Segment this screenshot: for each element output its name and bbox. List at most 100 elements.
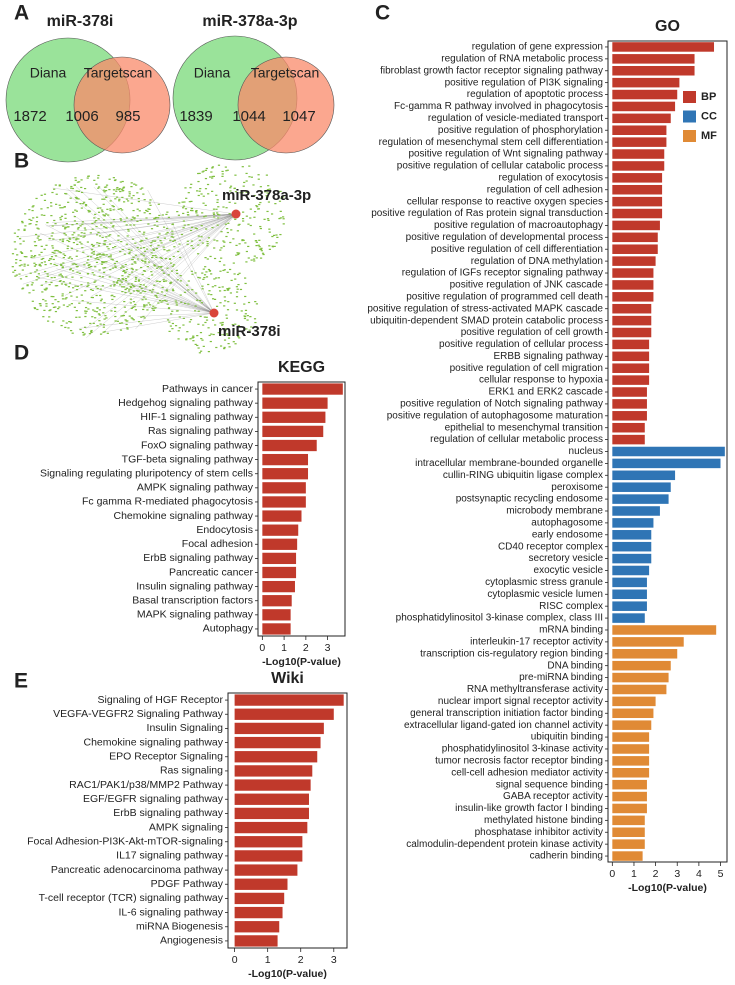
target-gene [89, 322, 92, 325]
target-gene [131, 271, 134, 273]
target-gene [176, 211, 179, 213]
target-gene [205, 271, 208, 273]
bar [612, 744, 650, 754]
target-gene [76, 243, 79, 246]
legend-label: MF [701, 130, 717, 142]
target-gene [150, 228, 154, 230]
target-gene [131, 306, 135, 308]
target-gene [160, 257, 163, 259]
target-gene [223, 264, 226, 266]
target-gene [28, 218, 31, 221]
target-gene [236, 230, 239, 232]
target-gene [99, 333, 103, 335]
target-gene [218, 286, 221, 288]
target-gene [234, 218, 237, 221]
target-gene [203, 274, 207, 276]
target-gene [252, 184, 255, 186]
target-gene [70, 258, 73, 260]
target-gene [133, 224, 136, 226]
target-gene [34, 244, 38, 247]
target-gene [245, 328, 248, 330]
target-gene [53, 188, 56, 190]
target-gene [200, 225, 203, 227]
target-gene [132, 319, 135, 321]
target-gene [249, 224, 252, 227]
target-gene [91, 272, 94, 274]
target-gene [104, 240, 107, 242]
target-gene [45, 244, 48, 246]
target-gene [73, 263, 76, 265]
target-gene [35, 224, 38, 226]
target-gene [221, 321, 224, 324]
target-gene [207, 237, 211, 239]
target-gene [130, 283, 133, 285]
target-gene [207, 293, 210, 295]
target-gene [279, 217, 282, 219]
target-gene [242, 220, 245, 222]
target-gene [98, 320, 101, 322]
target-gene [143, 305, 146, 307]
target-gene [214, 324, 217, 326]
target-gene [160, 301, 163, 303]
target-gene [70, 303, 73, 305]
category-label: autophagosome [531, 518, 603, 529]
target-gene [13, 232, 16, 234]
target-gene [173, 239, 176, 242]
target-gene [108, 188, 111, 191]
target-gene [97, 187, 100, 189]
target-gene [116, 282, 119, 284]
target-gene [112, 189, 116, 191]
target-gene [43, 193, 47, 195]
target-gene [18, 238, 22, 240]
target-gene [179, 280, 182, 282]
target-gene [156, 220, 159, 222]
target-gene [109, 254, 113, 256]
x-tick-label: 1 [631, 868, 637, 880]
target-gene [129, 286, 133, 289]
target-gene [166, 319, 170, 321]
category-label: GABA receptor activity [503, 791, 603, 802]
target-gene [174, 325, 178, 327]
panel-label: B [14, 150, 29, 173]
target-gene [157, 217, 160, 219]
target-gene [256, 197, 259, 200]
target-gene [212, 333, 215, 336]
bar [262, 580, 295, 593]
target-gene [19, 259, 22, 262]
target-gene [68, 238, 72, 240]
venn-count: 985 [115, 108, 140, 125]
target-gene [88, 266, 91, 268]
target-gene [102, 219, 106, 221]
target-gene [112, 225, 115, 227]
target-gene [129, 285, 132, 287]
target-gene [143, 304, 146, 306]
target-gene [17, 229, 20, 231]
target-gene [197, 310, 200, 312]
target-gene [76, 228, 80, 230]
target-gene [141, 299, 144, 301]
target-gene [146, 248, 149, 250]
target-gene [204, 257, 207, 259]
x-tick-label: 1 [281, 642, 287, 654]
target-gene [243, 181, 246, 184]
target-gene [234, 191, 238, 193]
target-gene [124, 288, 127, 291]
target-gene [244, 242, 247, 244]
target-gene [103, 191, 106, 193]
target-gene [195, 209, 198, 212]
target-gene [44, 264, 47, 266]
bar [612, 565, 650, 576]
target-gene [119, 181, 122, 183]
target-gene [98, 253, 102, 255]
target-gene [54, 255, 58, 257]
category-label: positive regulation of PI3K signaling [445, 77, 603, 88]
bar [612, 161, 665, 171]
category-label: regulation of cell adhesion [487, 184, 603, 195]
target-gene [107, 256, 111, 258]
target-gene [111, 298, 114, 301]
target-gene [65, 322, 68, 324]
target-gene [158, 280, 162, 283]
target-gene [45, 287, 48, 289]
target-gene [124, 291, 127, 294]
category-label: calmodulin-dependent protein kinase acti… [406, 839, 603, 850]
